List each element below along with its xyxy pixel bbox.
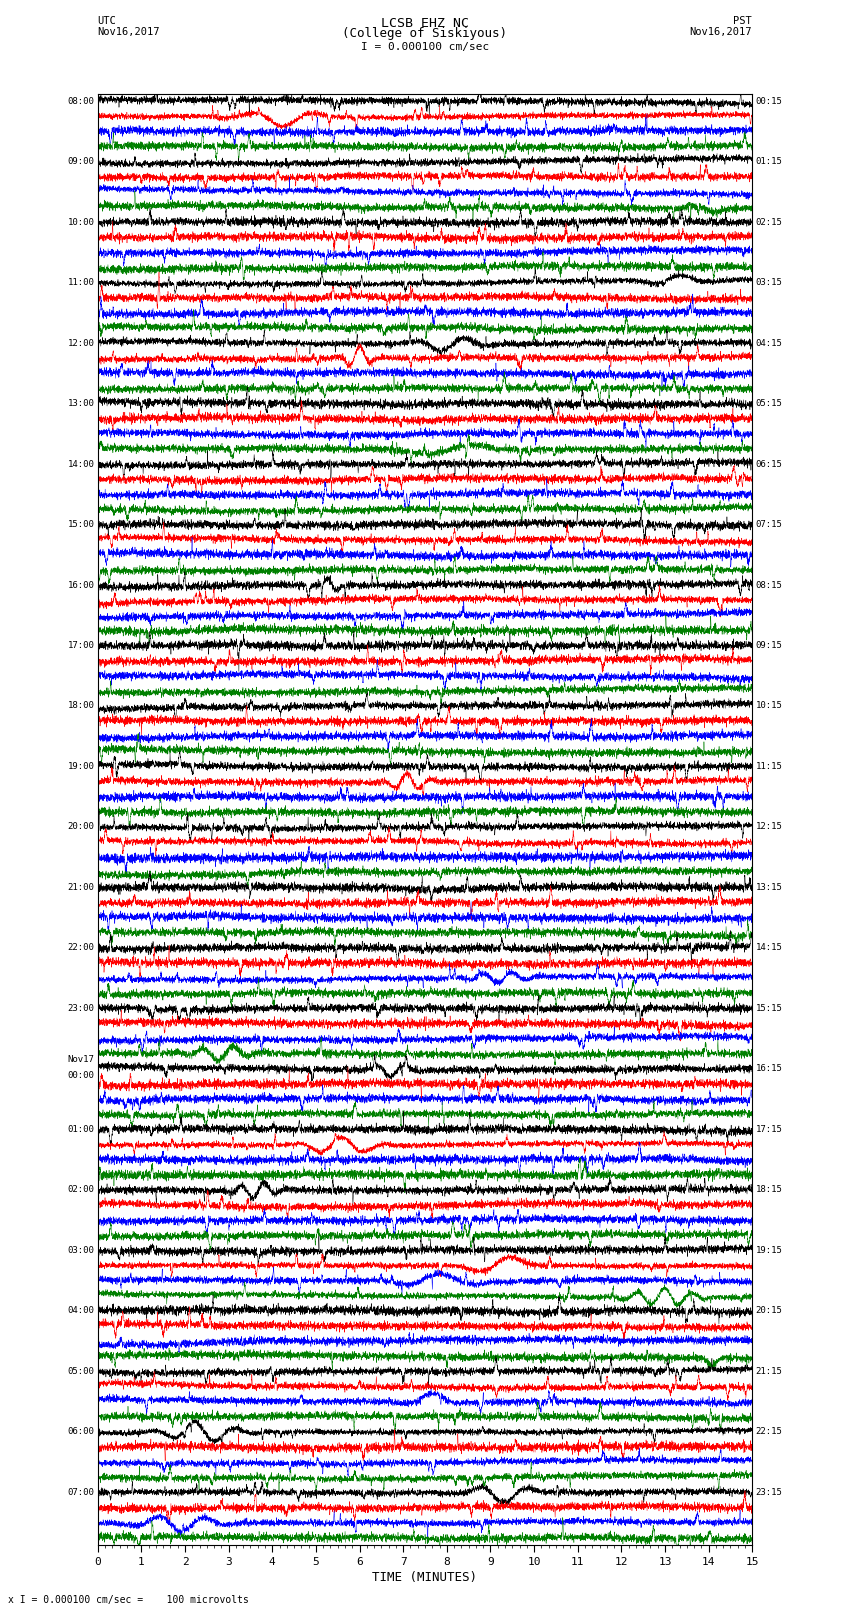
Text: 02:00: 02:00: [67, 1186, 94, 1194]
Text: 18:00: 18:00: [67, 702, 94, 710]
Text: 06:15: 06:15: [756, 460, 783, 468]
Text: PST: PST: [734, 16, 752, 26]
Text: 20:15: 20:15: [756, 1307, 783, 1315]
Text: 14:00: 14:00: [67, 460, 94, 468]
Text: 22:15: 22:15: [756, 1428, 783, 1436]
Text: 10:15: 10:15: [756, 702, 783, 710]
Text: Nov17: Nov17: [67, 1055, 94, 1065]
Text: 13:15: 13:15: [756, 882, 783, 892]
Text: 22:00: 22:00: [67, 944, 94, 952]
Text: x I = 0.000100 cm/sec =    100 microvolts: x I = 0.000100 cm/sec = 100 microvolts: [8, 1595, 249, 1605]
Text: 16:00: 16:00: [67, 581, 94, 589]
Text: 08:00: 08:00: [67, 97, 94, 105]
Text: 17:15: 17:15: [756, 1124, 783, 1134]
Text: 03:00: 03:00: [67, 1245, 94, 1255]
Text: UTC: UTC: [98, 16, 116, 26]
Text: 21:15: 21:15: [756, 1366, 783, 1376]
Text: 17:00: 17:00: [67, 640, 94, 650]
Text: 00:15: 00:15: [756, 97, 783, 105]
Text: 15:00: 15:00: [67, 519, 94, 529]
Text: 10:00: 10:00: [67, 218, 94, 226]
Text: 23:00: 23:00: [67, 1003, 94, 1013]
Text: 23:15: 23:15: [756, 1487, 783, 1497]
Text: Nov16,2017: Nov16,2017: [98, 27, 161, 37]
Text: 01:15: 01:15: [756, 156, 783, 166]
Text: 16:15: 16:15: [756, 1065, 783, 1073]
Text: 21:00: 21:00: [67, 882, 94, 892]
Text: 01:00: 01:00: [67, 1124, 94, 1134]
Text: 03:15: 03:15: [756, 277, 783, 287]
Text: 07:00: 07:00: [67, 1487, 94, 1497]
Text: 02:15: 02:15: [756, 218, 783, 226]
Text: 11:15: 11:15: [756, 761, 783, 771]
Text: 00:00: 00:00: [67, 1071, 94, 1079]
Text: 12:15: 12:15: [756, 823, 783, 831]
Text: 20:00: 20:00: [67, 823, 94, 831]
Text: 09:00: 09:00: [67, 156, 94, 166]
Text: Nov16,2017: Nov16,2017: [689, 27, 752, 37]
Text: LCSB EHZ NC: LCSB EHZ NC: [381, 16, 469, 31]
Text: 15:15: 15:15: [756, 1003, 783, 1013]
Text: 05:15: 05:15: [756, 398, 783, 408]
Text: (College of Siskiyous): (College of Siskiyous): [343, 27, 507, 40]
Text: 07:15: 07:15: [756, 519, 783, 529]
Text: 05:00: 05:00: [67, 1366, 94, 1376]
Text: 18:15: 18:15: [756, 1186, 783, 1194]
Text: 08:15: 08:15: [756, 581, 783, 589]
Text: 06:00: 06:00: [67, 1428, 94, 1436]
Text: I = 0.000100 cm/sec: I = 0.000100 cm/sec: [361, 42, 489, 52]
Text: 09:15: 09:15: [756, 640, 783, 650]
Text: 14:15: 14:15: [756, 944, 783, 952]
Text: 13:00: 13:00: [67, 398, 94, 408]
Text: 12:00: 12:00: [67, 339, 94, 347]
Text: 19:00: 19:00: [67, 761, 94, 771]
Text: 19:15: 19:15: [756, 1245, 783, 1255]
X-axis label: TIME (MINUTES): TIME (MINUTES): [372, 1571, 478, 1584]
Text: 11:00: 11:00: [67, 277, 94, 287]
Text: 04:15: 04:15: [756, 339, 783, 347]
Text: 04:00: 04:00: [67, 1307, 94, 1315]
